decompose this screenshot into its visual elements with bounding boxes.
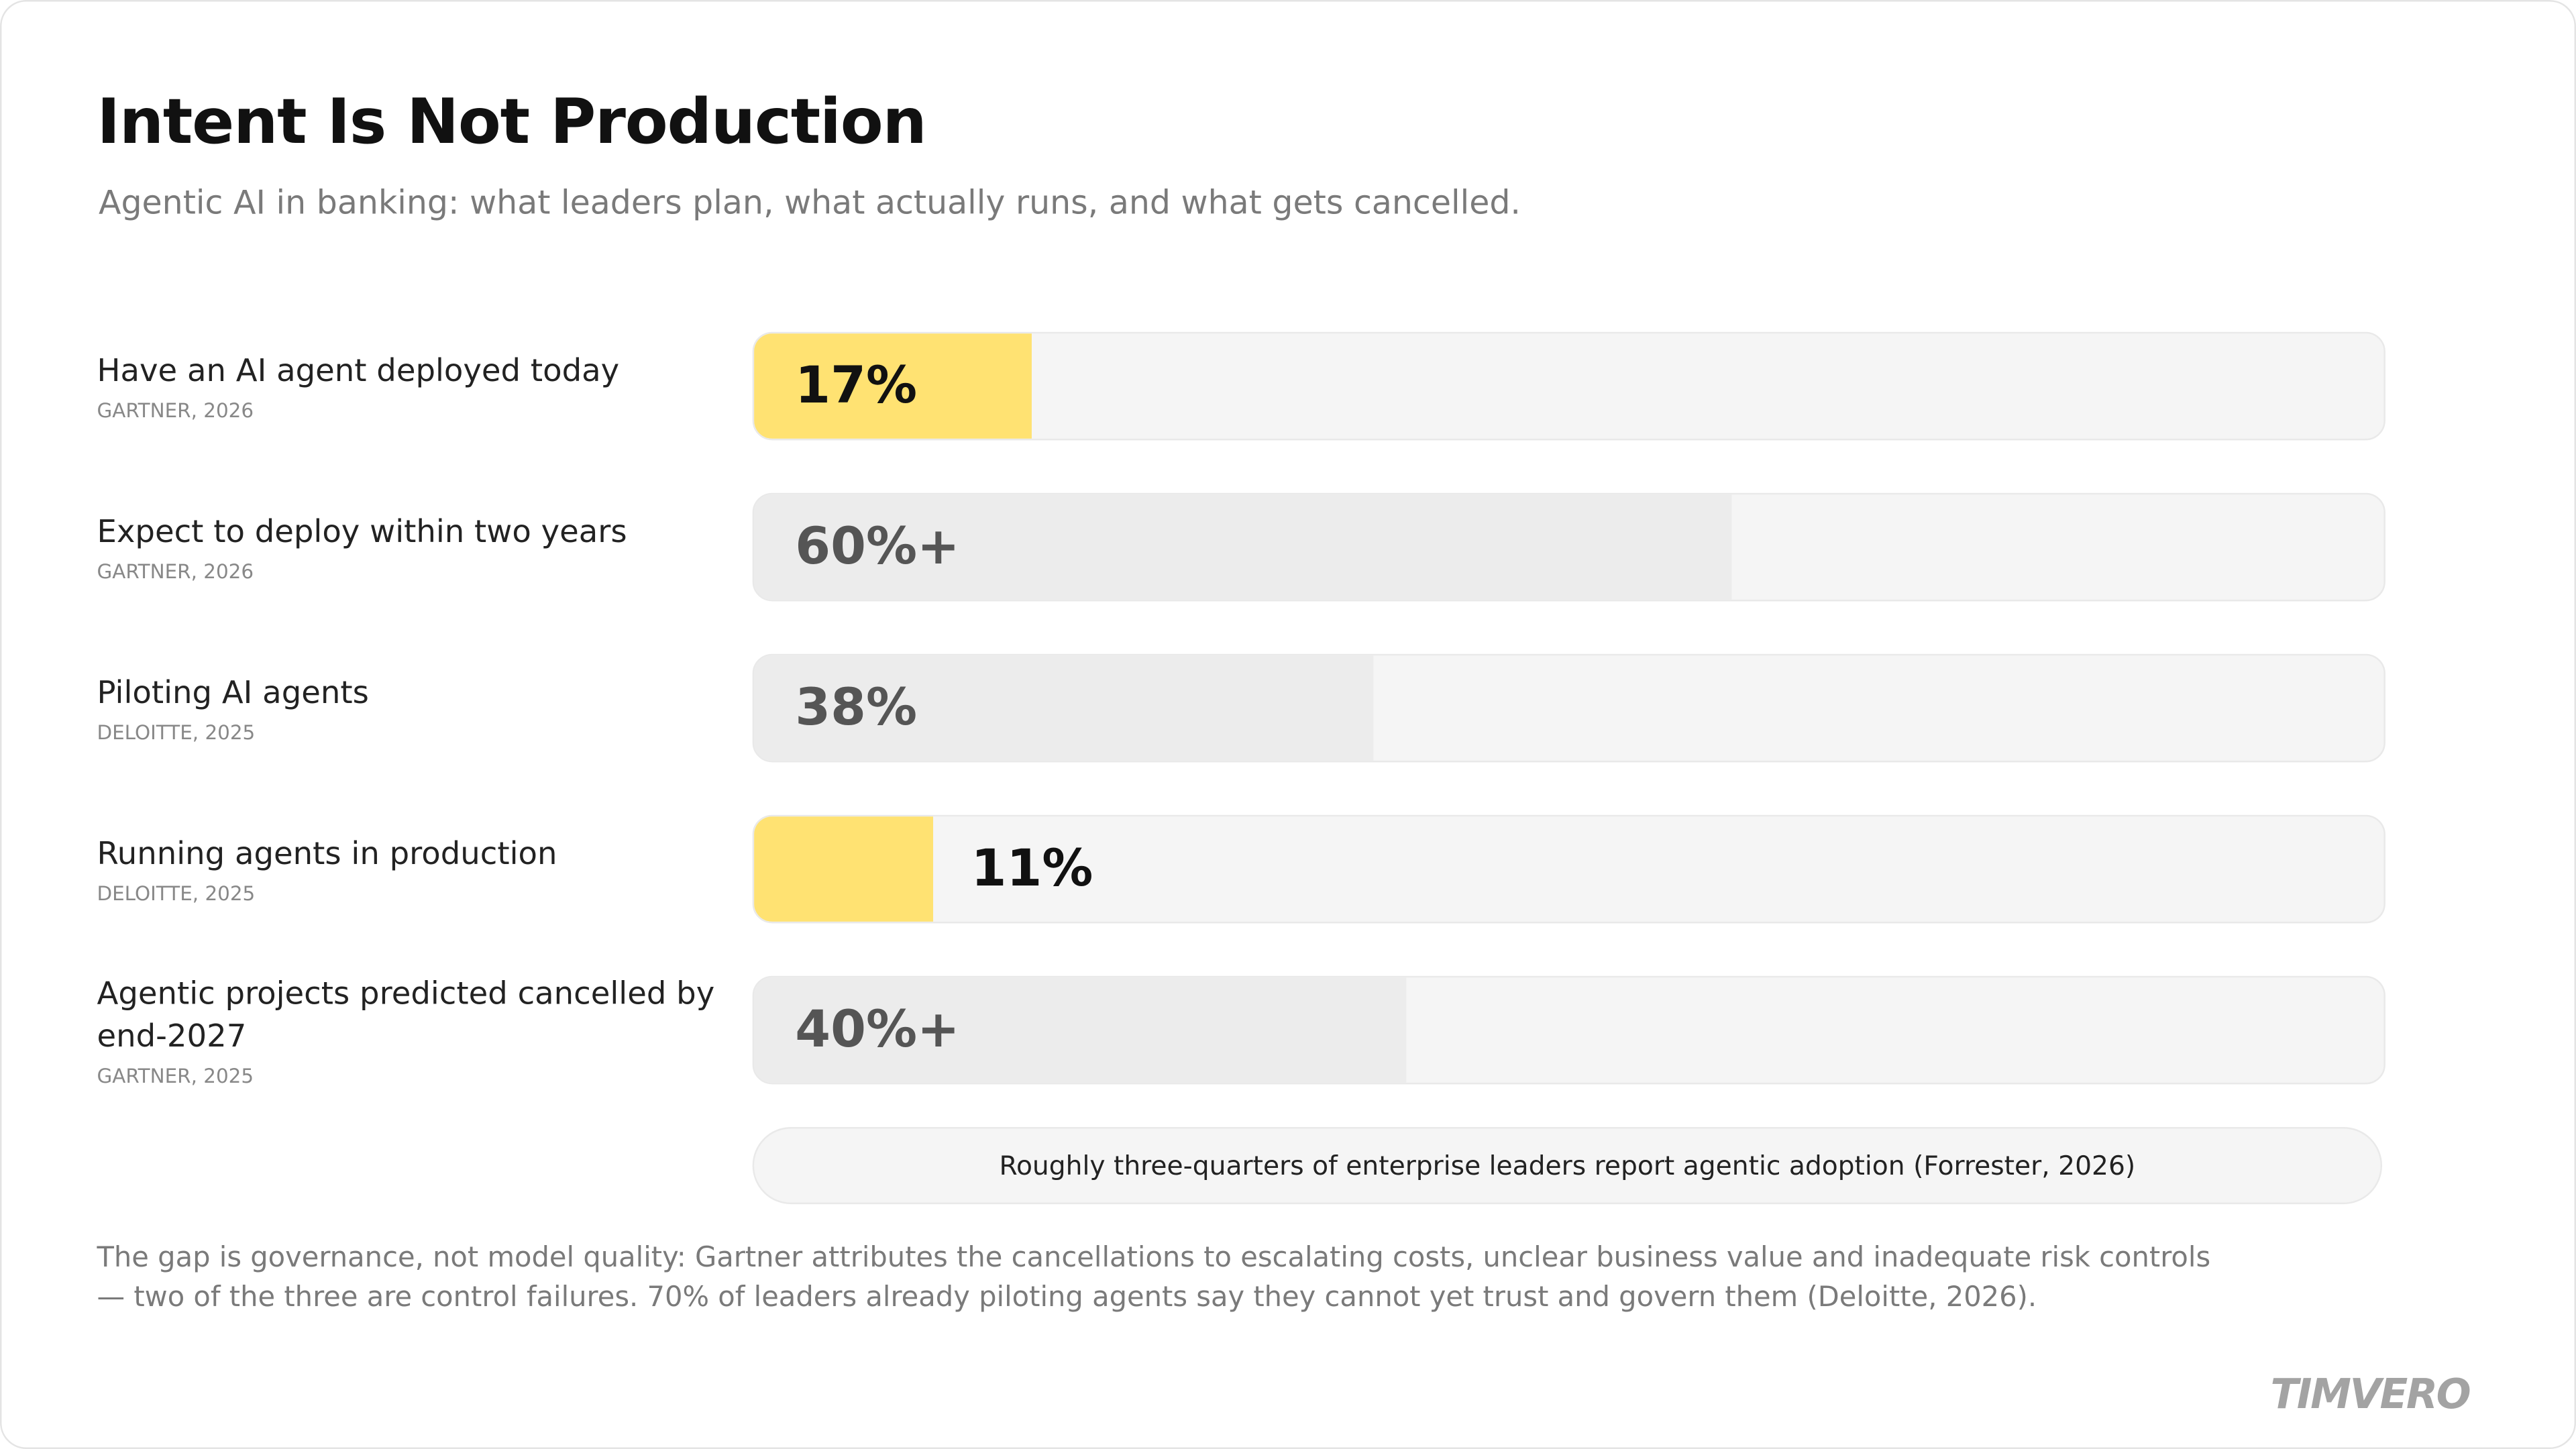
value-label: 40%+ [795,1000,960,1060]
bar [754,494,1732,600]
chart-subtitle: Agentic AI in banking: what leaders plan… [98,182,1521,222]
source-label: GARTNER, 2026 [97,399,254,423]
chart-title: Intent Is Not Production [97,85,926,158]
footnote: The gap is governance, not model quality… [97,1242,2211,1315]
bar [754,333,1032,439]
row-label: Piloting AI agents DELOITTE, 2025 [97,654,721,763]
bar-track: 60%+ [752,492,2385,602]
row-label: Have an AI agent deployed today GARTNER, … [97,332,721,441]
bar [754,977,1406,1083]
value-label: 17% [795,356,918,416]
source-label: GARTNER, 2025 [97,1064,254,1088]
category-label: Have an AI agent deployed today [97,353,620,390]
value-label: 60%+ [795,517,960,577]
source-label: DELOITTE, 2025 [97,721,256,745]
value-label: 11% [971,839,1093,899]
category-label: Running agents in production [97,836,557,873]
row-label: Expect to deploy within two years GARTNER… [97,493,721,602]
source-label: GARTNER, 2026 [97,560,254,584]
category-label: Agentic projects predicted cancelled by … [97,975,715,1055]
bar-track: 11% [752,814,2385,924]
value-label: 38% [795,678,918,738]
callout: Roughly three-quarters of enterprise lea… [752,1127,2383,1205]
category-label: Piloting AI agents [97,675,369,712]
bar-track: 40%+ [752,975,2385,1085]
bar-track: 17% [752,331,2385,441]
bar [754,655,1374,761]
bar-track: 38% [752,653,2385,763]
row-label: Agentic projects predicted cancelled by … [97,975,721,1088]
category-label: Expect to deploy within two years [97,514,627,551]
source-label: DELOITTE, 2025 [97,882,256,906]
bar [754,816,934,922]
row-label: Running agents in production DELOITTE, 20… [97,815,721,924]
logo: TIMVERO [2270,1370,2471,1418]
